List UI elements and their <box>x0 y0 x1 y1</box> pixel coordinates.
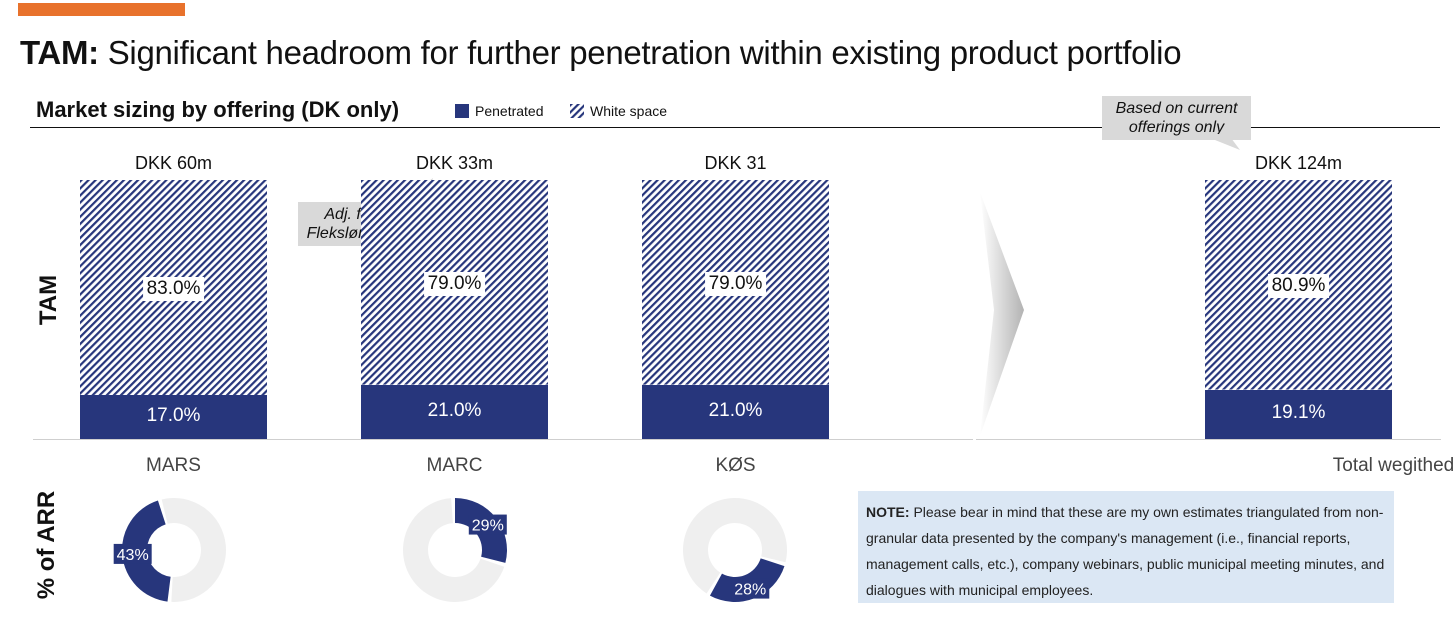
donut-label-bg <box>731 578 770 599</box>
legend-penetrated: Penetrated <box>455 103 544 119</box>
data-label-penetrated: 17.0% <box>146 404 201 426</box>
bar-mars: 17.0% 83.0% <box>80 180 267 439</box>
data-label-penetrated: 19.1% <box>1271 402 1326 424</box>
legend-label-white-space: White space <box>590 103 668 119</box>
legend-swatch-white-space <box>570 104 584 118</box>
bar-segment-penetrated <box>361 384 548 439</box>
note-label: NOTE: <box>866 504 910 520</box>
bar-total-label: DKK 33m <box>415 153 494 173</box>
donut-data-label: 43% <box>117 547 149 564</box>
category-label: KØS <box>715 455 756 476</box>
bar-total-wegithed: 19.1% 80.9% <box>1205 180 1392 439</box>
donut-label-bg <box>113 543 152 564</box>
bar-segment-penetrated <box>80 394 267 439</box>
section-subtitle: Market sizing by offering (DK only) <box>36 97 400 122</box>
header-rule <box>30 127 1440 128</box>
arrow-chevron <box>980 192 1024 436</box>
baseline-right <box>976 439 1441 440</box>
note-box: NOTE: Please bear in mind that these are… <box>858 491 1394 603</box>
donut-data-label: 28% <box>734 582 766 599</box>
data-label-penetrated: 21.0% <box>708 399 763 421</box>
donut-slice-rest <box>403 498 505 602</box>
donut-slice-rest <box>161 498 227 602</box>
title-bold-part: TAM: <box>20 34 99 71</box>
accent-bar <box>18 3 185 16</box>
title-rest-part: Significant headroom for further penetra… <box>98 34 1182 71</box>
category-label: Total wegithed <box>1332 455 1455 476</box>
bar-total-label: DKK 31 <box>704 153 767 173</box>
baseline-left <box>33 439 973 440</box>
bar-køs: 21.0% 79.0% <box>642 180 829 439</box>
callout-current-offerings-pointer <box>1200 134 1240 150</box>
category-label: MARC <box>426 455 483 476</box>
note-text: Please bear in mind that these are my ow… <box>866 504 1385 598</box>
donut-slice-rest <box>683 498 787 594</box>
bar-total-label: DKK 124m <box>1254 153 1343 173</box>
legend-label-penetrated: Penetrated <box>475 103 544 119</box>
data-label-white-space: 83.0% <box>142 277 205 301</box>
data-label-white-space: 79.0% <box>704 272 767 296</box>
legend-swatch-penetrated <box>455 104 469 118</box>
data-label-white-space: 80.9% <box>1267 274 1330 298</box>
donut-label-bg <box>468 514 507 535</box>
bar-segment-penetrated <box>1205 389 1392 439</box>
data-label-white-space: 79.0% <box>423 272 486 296</box>
page-title: TAM: Significant headroom for further pe… <box>20 33 1182 73</box>
bar-segment-penetrated <box>642 384 829 439</box>
legend-white-space: White space <box>570 103 667 119</box>
bar-total-label: DKK 60m <box>134 153 213 173</box>
data-label-penetrated: 21.0% <box>427 399 482 421</box>
donut-data-label: 29% <box>472 518 504 535</box>
callout-current-offerings: Based on current offerings only <box>1102 96 1251 140</box>
category-label: MARS <box>146 455 201 476</box>
bar-marc: 21.0% 79.0% <box>361 180 548 439</box>
